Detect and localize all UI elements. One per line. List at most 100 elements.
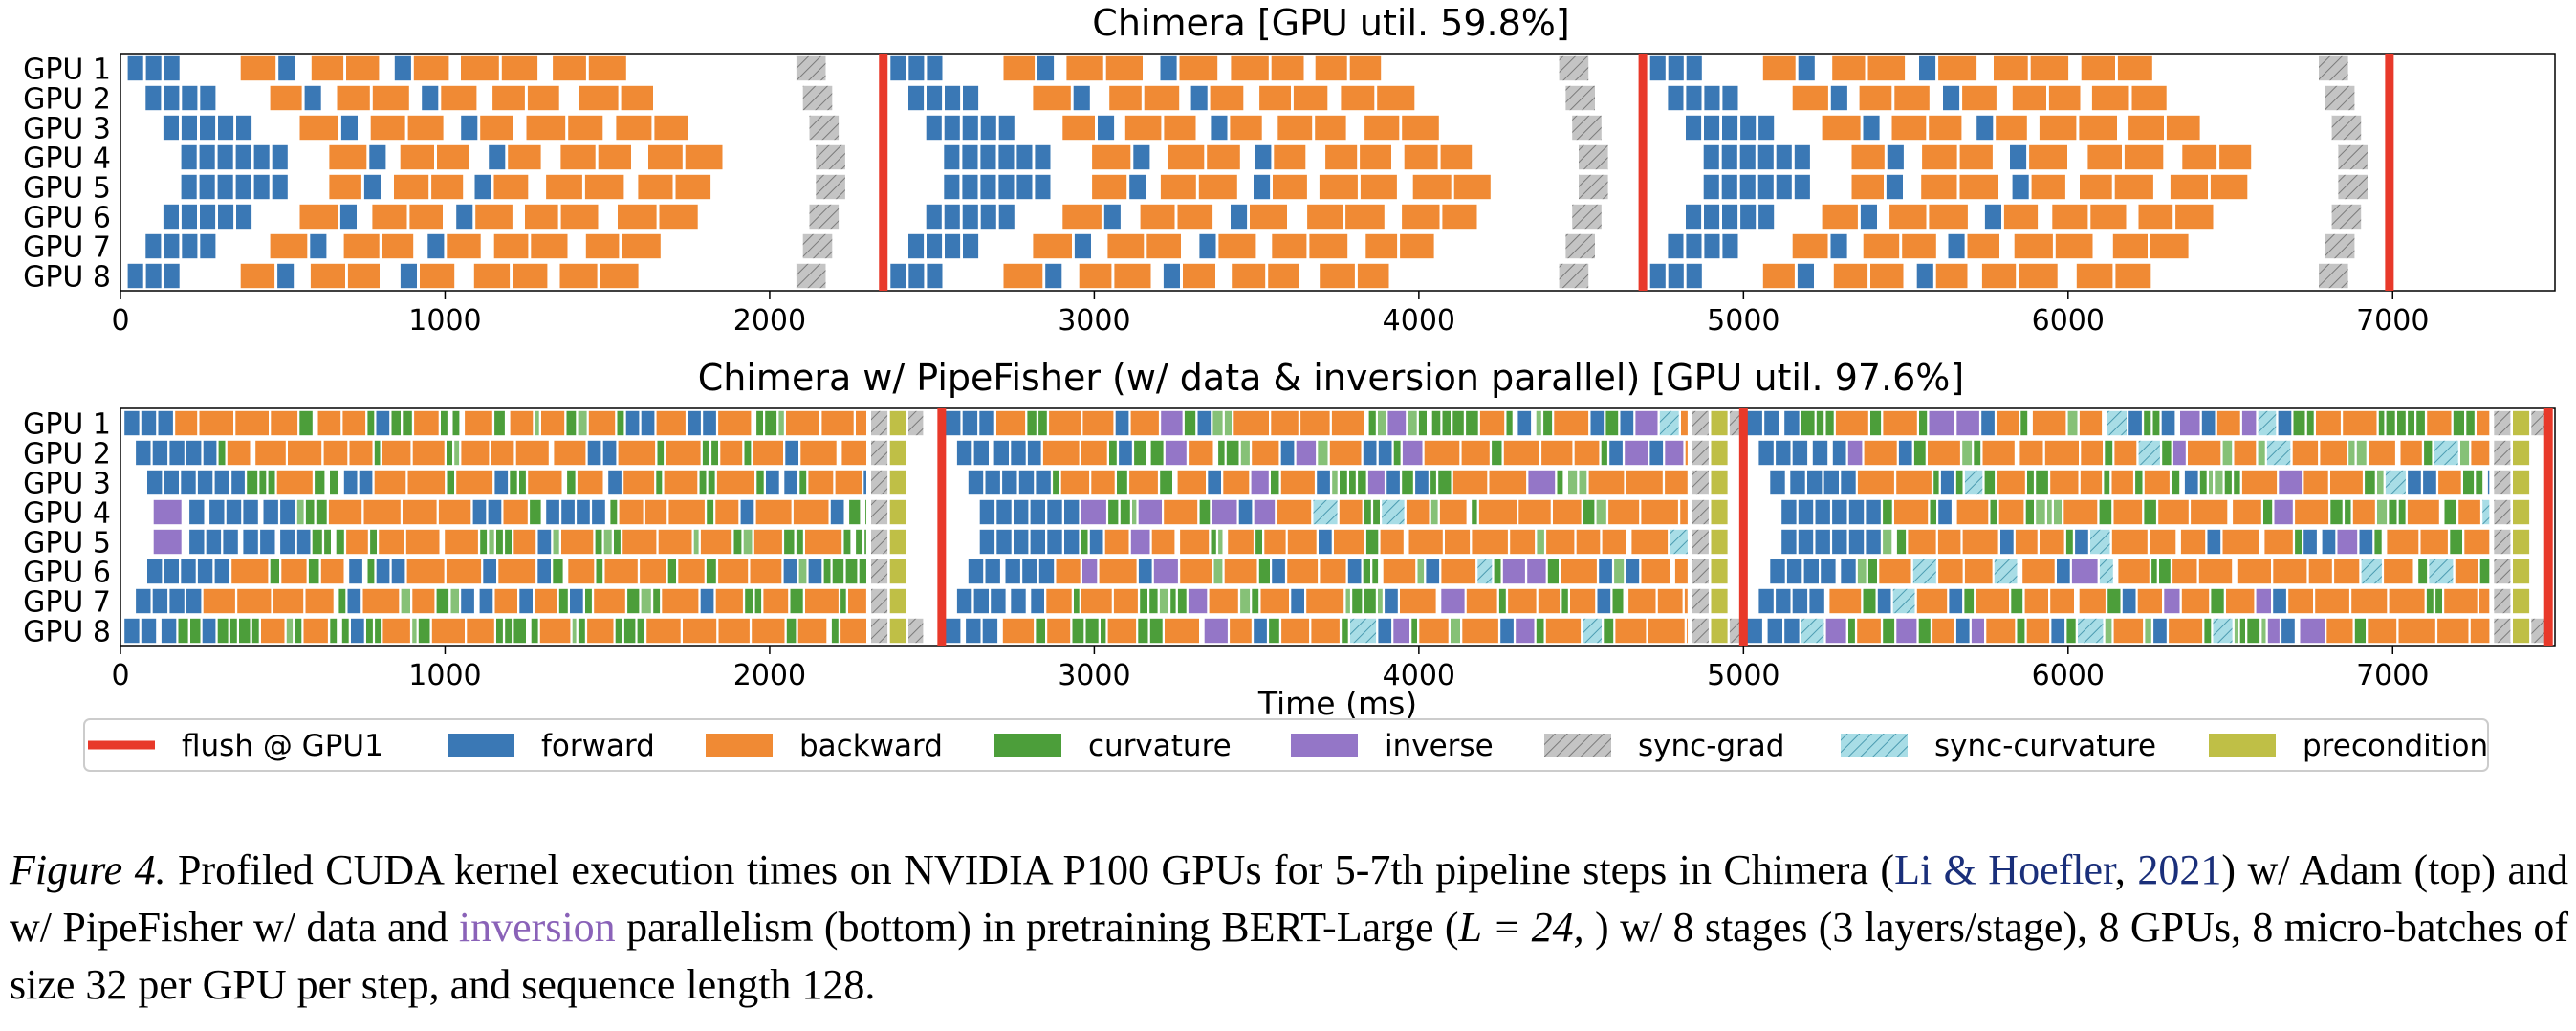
backward-kernel — [558, 203, 600, 230]
backward-kernel — [429, 173, 465, 201]
curvature-kernel — [2293, 528, 2303, 556]
backward-kernel — [1054, 558, 1082, 585]
backward-kernel — [1834, 409, 1870, 437]
curvature-kernel — [328, 469, 340, 496]
backward-kernel — [2398, 439, 2424, 467]
backward-kernel — [459, 439, 491, 467]
backward-kernel — [1175, 203, 1214, 230]
forward-kernel — [1745, 409, 1764, 437]
forward-kernel — [2183, 469, 2200, 496]
forward-kernel — [1702, 173, 1721, 201]
backward-kernel — [1877, 558, 1913, 585]
backward-kernel — [1400, 114, 1441, 142]
forward-kernel — [122, 409, 142, 437]
curvature-light-kernel — [2213, 469, 2225, 496]
forward-kernel — [1588, 409, 1605, 437]
curvature-kernel — [1504, 409, 1515, 437]
backward-kernel — [1272, 143, 1307, 171]
forward-kernel — [1917, 55, 1937, 82]
precondition-kernel — [1709, 587, 1730, 615]
backward-kernel — [1090, 143, 1132, 171]
backward-kernel — [2318, 439, 2348, 467]
inverse-kernel — [1927, 409, 1956, 437]
forward-kernel — [271, 173, 290, 201]
forward-kernel — [701, 409, 718, 437]
curvature-kernel — [1417, 409, 1429, 437]
curvature-kernel — [188, 617, 203, 645]
precondition-kernel — [888, 528, 908, 556]
forward-kernel — [535, 558, 553, 585]
inverse-kernel — [1081, 558, 1099, 585]
curvature-light-kernel — [576, 409, 589, 437]
legend: flush @ GPU1 forward backward curvature inve… — [83, 718, 2489, 772]
curvature-kernel — [2142, 409, 2152, 437]
backward-kernel — [2351, 498, 2377, 526]
forward-kernel — [1864, 528, 1883, 556]
backward-kernel — [1625, 469, 1665, 496]
backward-kernel — [1379, 528, 1406, 556]
backward-kernel — [833, 469, 863, 496]
curvature-light-kernel — [1330, 469, 1340, 496]
sync-grad-kernel — [1577, 143, 1610, 171]
forward-kernel — [1939, 469, 1956, 496]
backward-kernel — [1573, 439, 1602, 467]
forward-kernel — [955, 587, 973, 615]
curvature-kernel — [655, 439, 666, 467]
sync-grad-kernel — [906, 617, 926, 645]
backward-kernel — [1552, 409, 1590, 437]
curvature-light-kernel — [639, 587, 653, 615]
curvature-kernel — [795, 528, 805, 556]
forward-kernel — [979, 114, 998, 142]
curvature-light-kernel — [1430, 498, 1440, 526]
forward-kernel — [1424, 558, 1441, 585]
backward-kernel — [1318, 173, 1360, 201]
forward-kernel — [216, 203, 235, 230]
forward-kernel — [229, 469, 247, 496]
forward-kernel — [1757, 114, 1776, 142]
sync-curvature-kernel — [1475, 558, 1494, 585]
citation-author-link[interactable]: Li & Hoefler — [1894, 846, 2115, 893]
citation-year-link[interactable]: 2021 — [2137, 846, 2222, 893]
backward-kernel — [854, 409, 868, 437]
curvature-kernel — [1350, 587, 1364, 615]
backward-kernel — [1145, 232, 1183, 260]
forward-kernel — [981, 617, 999, 645]
backward-kernel — [2027, 143, 2069, 171]
forward-kernel — [1779, 528, 1799, 556]
curvature-light-kernel — [2375, 469, 2386, 496]
forward-kernel — [1936, 498, 1954, 526]
backward-kernel — [2349, 587, 2389, 615]
backward-kernel — [2165, 114, 2202, 142]
forward-kernel — [1779, 498, 1799, 526]
backward-kernel — [489, 439, 515, 467]
backward-kernel — [1926, 439, 1962, 467]
backward-kernel — [713, 498, 740, 526]
curvature-kernel — [1602, 617, 1615, 645]
forward-kernel — [967, 558, 985, 585]
curvature-light-kernel — [533, 409, 541, 437]
forward-kernel — [180, 203, 199, 230]
forward-kernel — [275, 262, 295, 290]
backward-kernel — [1439, 558, 1477, 585]
backward-kernel — [2167, 617, 2204, 645]
precondition-kernel — [1709, 439, 1730, 467]
curvature-kernel — [337, 587, 347, 615]
curvature-kernel — [266, 469, 277, 496]
forward-kernel — [221, 528, 240, 556]
backward-kernel — [526, 84, 561, 112]
backward-kernel — [587, 409, 617, 437]
backward-kernel — [229, 558, 270, 585]
curvature-light-kernel — [1238, 587, 1252, 615]
curvature-kernel — [2397, 498, 2408, 526]
curvature-kernel — [583, 587, 594, 615]
backward-kernel — [584, 232, 622, 260]
forward-kernel — [1158, 55, 1179, 82]
x-tick-label: 1000 — [408, 304, 481, 338]
backward-kernel — [1162, 498, 1199, 526]
gpu-label: GPU 3 — [23, 468, 111, 501]
forward-kernel — [1757, 439, 1776, 467]
backward-kernel — [411, 439, 447, 467]
backward-kernel — [1127, 469, 1160, 496]
backward-kernel — [1559, 558, 1599, 585]
